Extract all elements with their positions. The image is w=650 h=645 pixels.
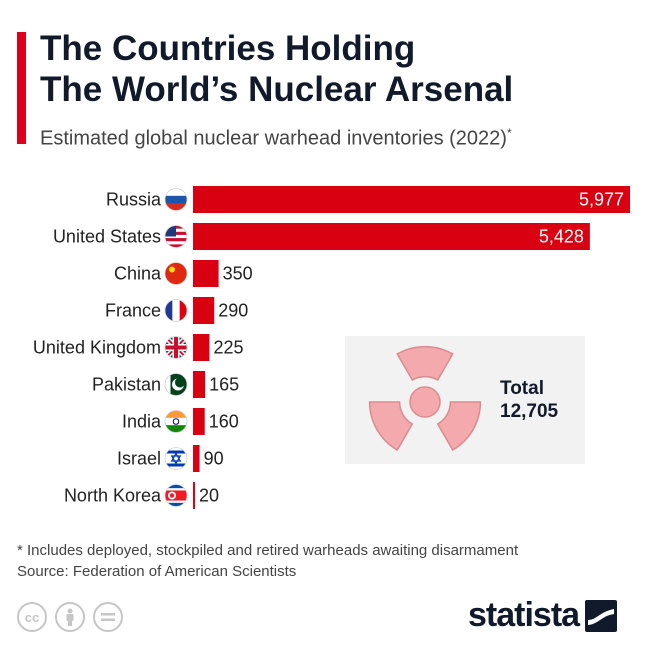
flag-china-icon xyxy=(164,262,188,285)
bar-row: North Korea 20 xyxy=(64,482,219,509)
bar-row: Russia 5,977 xyxy=(106,186,630,213)
title-accent-bar xyxy=(17,32,26,144)
bar xyxy=(193,334,210,361)
category-label: United Kingdom xyxy=(33,338,161,358)
cc-icon[interactable]: cc xyxy=(17,602,47,632)
bar xyxy=(193,223,590,250)
source-text: Source: Federation of American Scientist… xyxy=(17,563,297,580)
subtitle-footnote-mark: * xyxy=(506,126,512,140)
bar-chart: Russia 5,977 United States 5,428 China 350 Fra… xyxy=(33,186,630,509)
flag-pakistan-icon xyxy=(164,373,188,396)
bar-row: France 290 xyxy=(105,297,248,324)
value-label: 5,428 xyxy=(539,227,584,247)
category-label: Israel xyxy=(117,449,161,469)
statista-logo[interactable]: statista xyxy=(468,596,618,635)
bar-row: United Kingdom 225 xyxy=(33,334,243,361)
value-label: 160 xyxy=(209,412,239,432)
by-icon[interactable] xyxy=(55,602,85,632)
category-label: Russia xyxy=(106,190,162,210)
bar xyxy=(193,297,215,324)
category-label: India xyxy=(122,412,162,432)
value-label: 5,977 xyxy=(579,190,624,210)
radiation-trefoil-icon xyxy=(368,345,482,452)
flag-united-kingdom-icon xyxy=(164,336,188,359)
brand-wordmark: statista xyxy=(468,596,580,634)
category-label: France xyxy=(105,301,161,321)
value-label: 90 xyxy=(204,449,224,469)
category-label: North Korea xyxy=(64,486,162,506)
bar xyxy=(193,408,205,435)
bar-row: India 160 xyxy=(122,408,239,435)
value-label: 350 xyxy=(223,264,253,284)
chart-subtitle: Estimated global nuclear warhead invento… xyxy=(40,126,512,151)
bar xyxy=(193,371,206,398)
bar-row: Pakistan 165 xyxy=(92,371,239,398)
title-line-1: The Countries Holding xyxy=(40,29,416,68)
bar xyxy=(193,445,200,472)
footer-notes: * Includes deployed, stockpiled and reti… xyxy=(17,540,518,582)
flag-united-states-icon xyxy=(164,225,188,248)
nd-icon[interactable] xyxy=(93,602,123,632)
chart-title: The Countries Holding The World’s Nuclea… xyxy=(40,28,513,110)
value-label: 225 xyxy=(213,338,243,358)
subtitle-text: Estimated global nuclear warhead invento… xyxy=(40,127,507,150)
bar xyxy=(193,186,630,213)
value-label: 20 xyxy=(199,486,219,506)
value-label: 290 xyxy=(218,301,248,321)
flag-russia-icon xyxy=(164,188,188,211)
footnote-text: * Includes deployed, stockpiled and reti… xyxy=(17,542,519,559)
total-box: Total 12,705 xyxy=(345,336,585,464)
flag-india-icon xyxy=(164,410,188,433)
flag-north-korea-icon xyxy=(164,484,188,507)
total-label: Total xyxy=(500,378,544,399)
value-label: 165 xyxy=(209,375,239,395)
license-icons: cc xyxy=(17,602,123,632)
flag-france-icon xyxy=(164,299,188,322)
category-label: United States xyxy=(53,227,161,247)
total-value: 12,705 xyxy=(500,401,559,422)
title-line-2: The World’s Nuclear Arsenal xyxy=(40,70,514,109)
bar-row: China 350 xyxy=(114,260,253,287)
category-label: China xyxy=(114,264,162,284)
statista-logo-icon xyxy=(585,599,618,632)
flag-israel-icon xyxy=(164,447,188,470)
bar xyxy=(193,482,195,509)
bar-row: Israel 90 xyxy=(117,445,224,472)
bar xyxy=(193,260,219,287)
category-label: Pakistan xyxy=(92,375,161,395)
bar-row: United States 5,428 xyxy=(53,223,590,250)
